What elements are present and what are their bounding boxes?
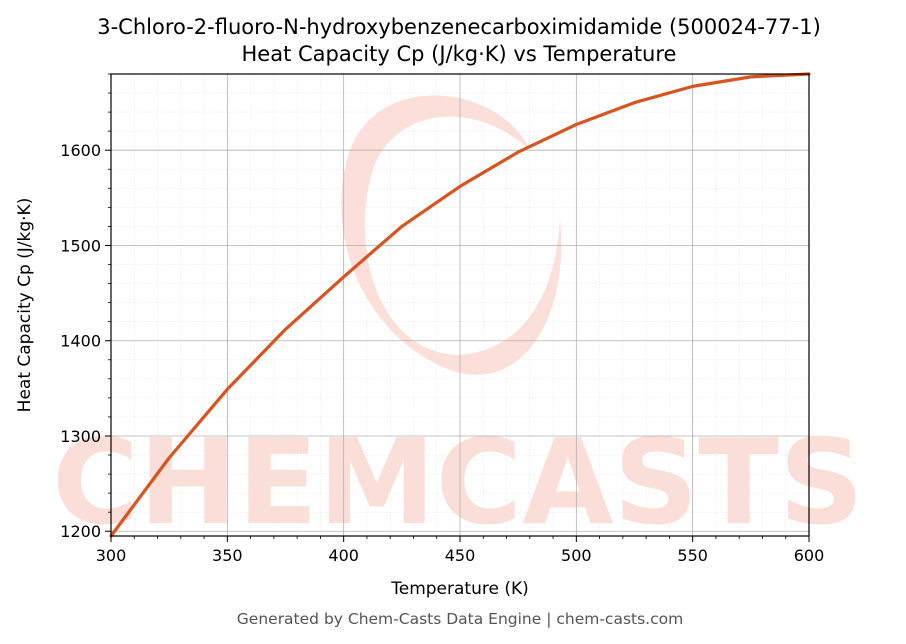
watermark-logo-swirl: [341, 95, 562, 375]
x-tick-label: 550: [677, 546, 708, 565]
heat-capacity-line: [109, 72, 811, 538]
chart-subtitle: Heat Capacity Cp (J/kg·K) vs Temperature: [242, 42, 677, 66]
x-tick-label: 600: [794, 546, 825, 565]
x-tick-label: 450: [445, 546, 476, 565]
footer-credit: Generated by Chem-Casts Data Engine | ch…: [237, 610, 683, 628]
y-tick-label: 1600: [60, 141, 101, 160]
y-axis-label: Heat Capacity Cp (J/kg·K): [15, 198, 35, 413]
x-axis-label: Temperature (K): [390, 579, 529, 599]
x-tick-label: 300: [96, 546, 127, 565]
x-tick-label: 500: [561, 546, 592, 565]
data-series: [109, 72, 811, 538]
watermark: CHEMCASTS: [52, 95, 864, 551]
x-tick-label: 350: [212, 546, 243, 565]
watermark-text: CHEMCASTS: [52, 413, 864, 551]
x-axis-ticks: 300 350 400 450 500 550 600: [96, 536, 825, 565]
y-axis-ticks: 1200 1300 1400 1500 1600: [60, 73, 111, 541]
y-tick-label: 1400: [60, 332, 101, 351]
y-tick-label: 1200: [60, 522, 101, 541]
y-tick-label: 1300: [60, 427, 101, 446]
x-tick-label: 400: [328, 546, 359, 565]
chart-title: 3-Chloro-2-fluoro-N-hydroxybenzenecarbox…: [97, 15, 821, 39]
y-tick-label: 1500: [60, 236, 101, 255]
